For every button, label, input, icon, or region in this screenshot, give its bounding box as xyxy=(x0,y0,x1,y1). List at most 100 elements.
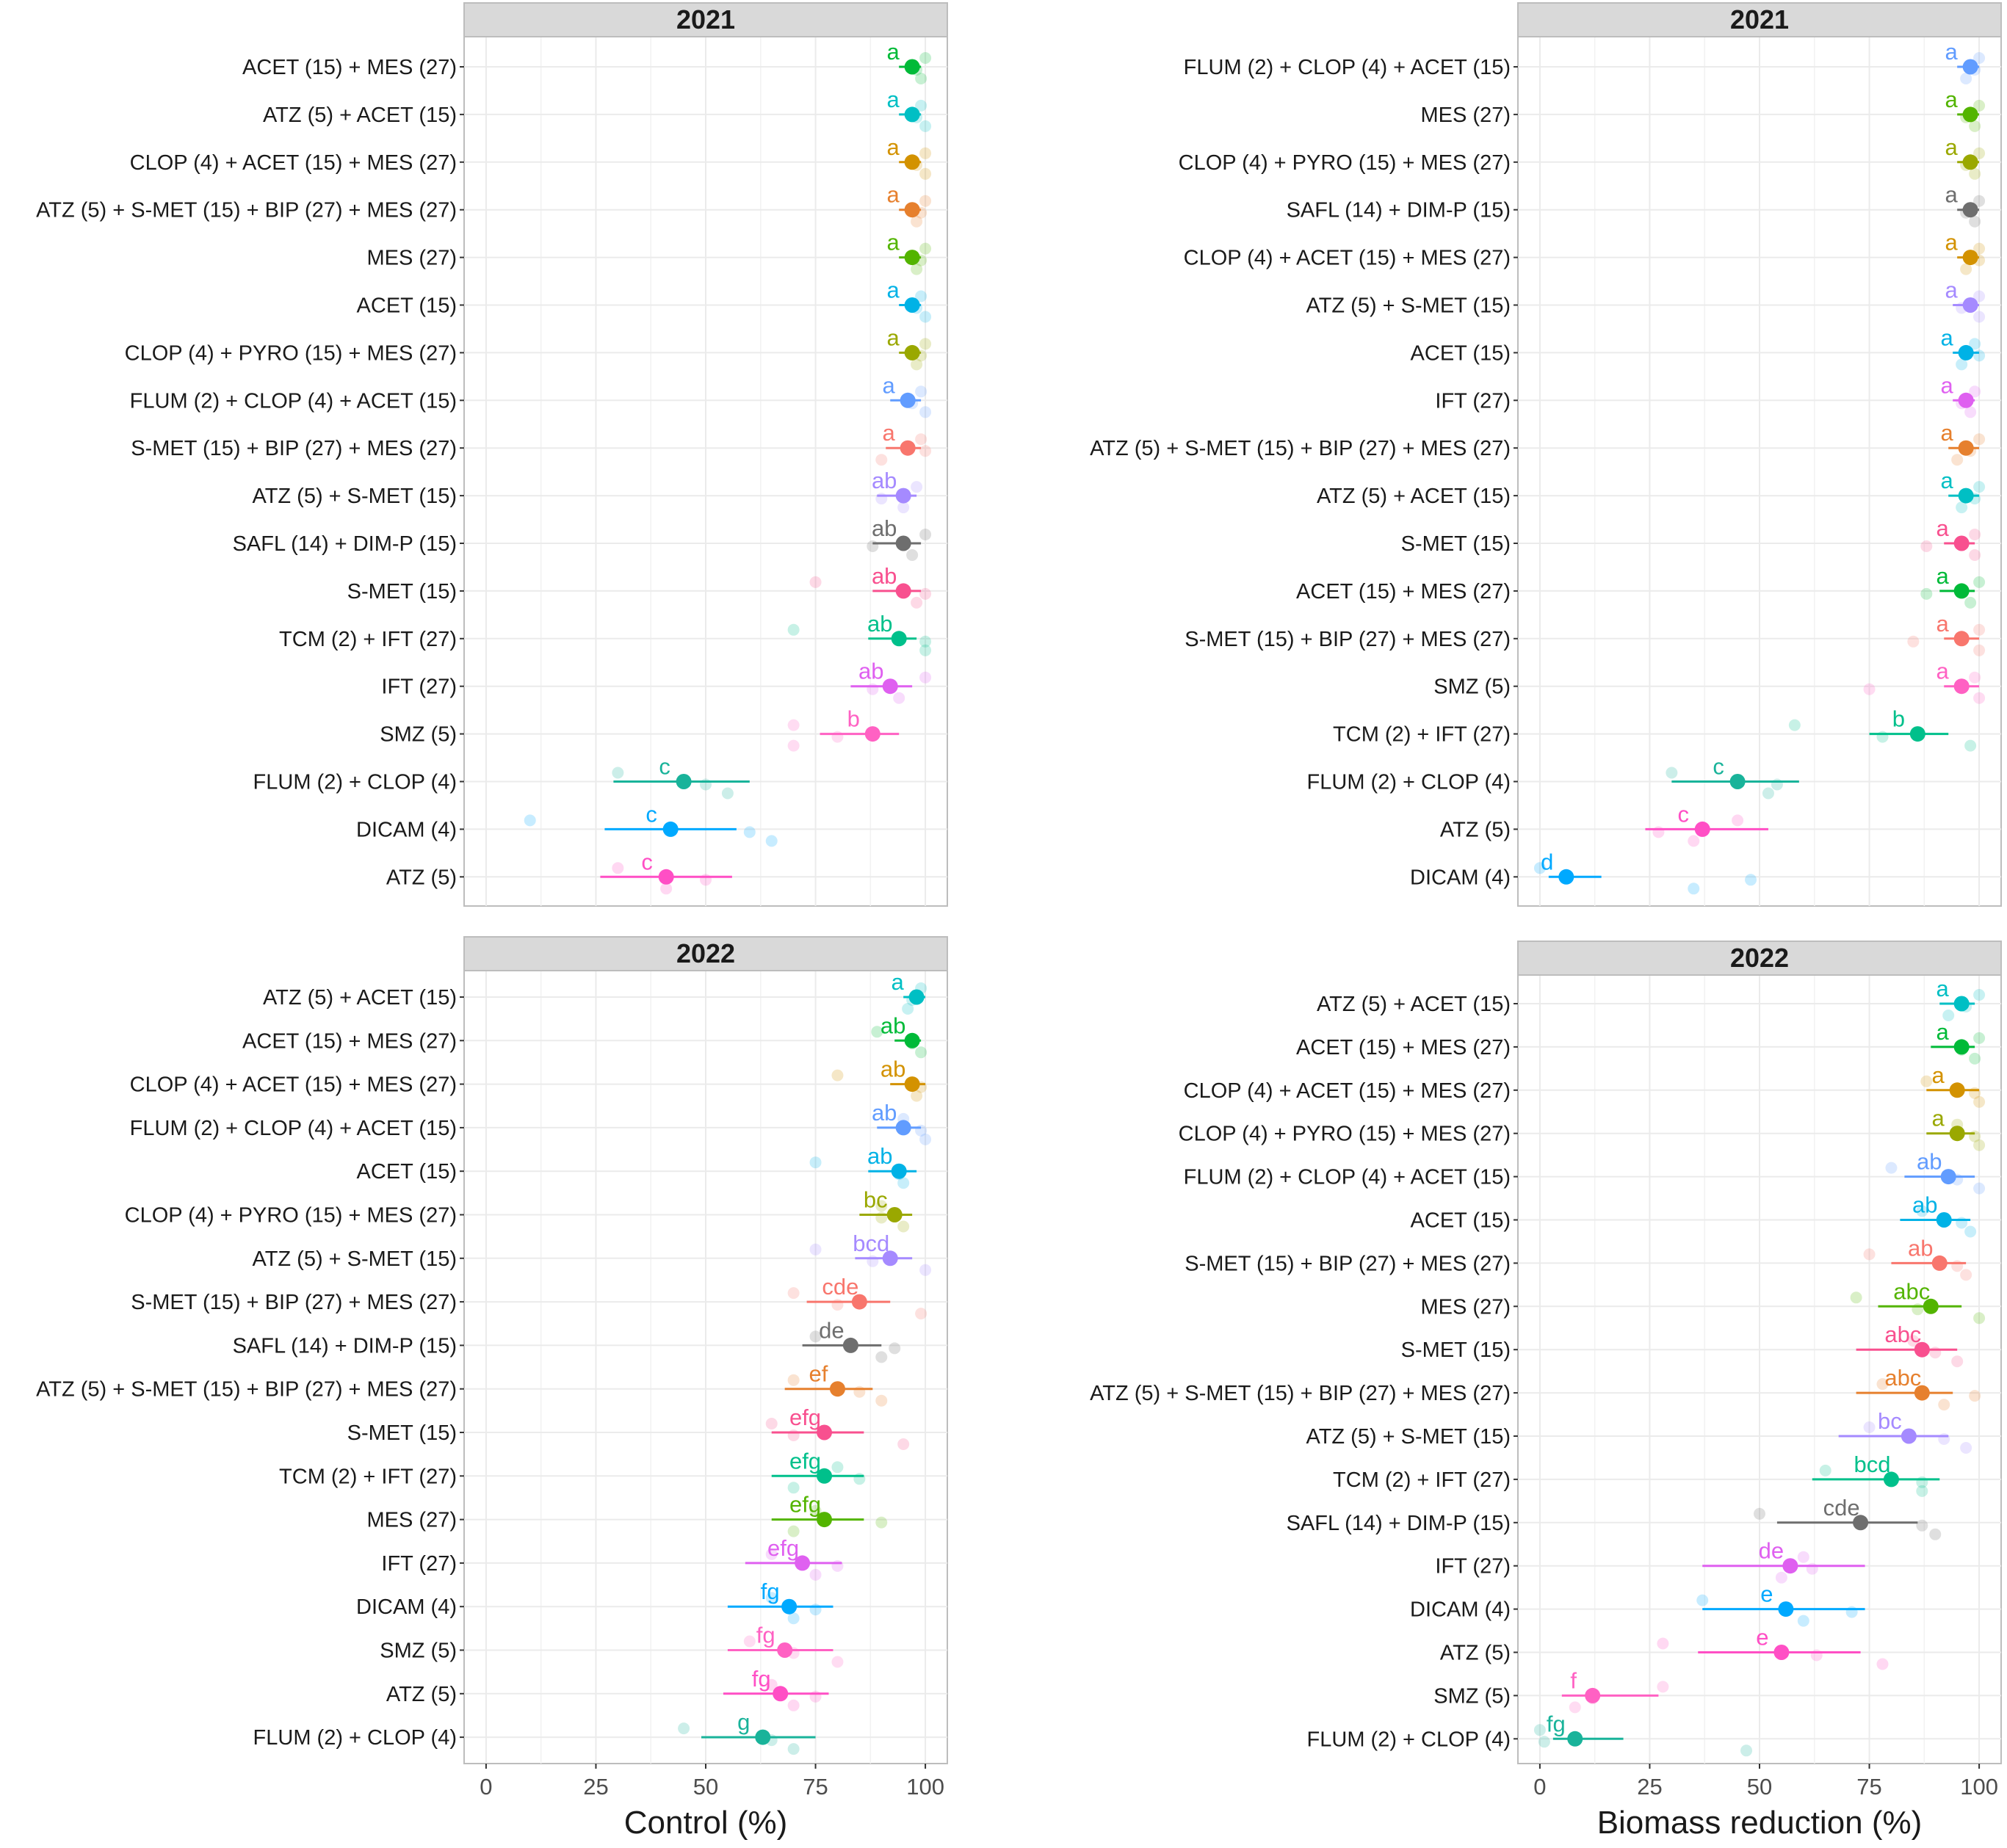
replicate-point xyxy=(1973,433,1986,446)
replicate-point xyxy=(919,644,932,656)
replicate-point xyxy=(1732,814,1744,827)
mean-point xyxy=(895,1120,911,1136)
facet-title: 2022 xyxy=(1730,943,1789,973)
treatment-label: IFT (27) xyxy=(1435,1555,1511,1579)
significance-letter: ab xyxy=(867,611,892,637)
treatment-row: TCM (2) + IFT (27) b xyxy=(1333,706,1977,752)
replicate-point xyxy=(919,445,932,457)
replicate-point xyxy=(1956,1217,1968,1229)
mean-point xyxy=(676,774,692,789)
significance-letter: ab xyxy=(872,515,897,541)
significance-letter: fg xyxy=(1547,1711,1566,1736)
mean-point xyxy=(817,1424,833,1441)
replicate-point xyxy=(919,671,932,684)
replicate-point xyxy=(1533,1724,1546,1736)
replicate-point xyxy=(911,263,923,275)
significance-letter: a xyxy=(1941,372,1954,398)
treatment-row: FLUM (2) + CLOP (4) + ACET (15) a xyxy=(1184,39,1986,84)
treatment-row: ATZ (5) fg xyxy=(386,1666,829,1711)
treatment-row: ACET (15) a xyxy=(1411,325,1986,371)
significance-letter: ab xyxy=(1912,1192,1937,1218)
replicate-point xyxy=(1920,1075,1933,1087)
treatment-row: SMZ (5) a xyxy=(1433,659,1986,704)
significance-letter: de xyxy=(819,1317,844,1343)
treatment-row: SMZ (5) b xyxy=(380,706,900,752)
replicate-point xyxy=(919,147,932,159)
treatment-row: MES (27) a xyxy=(1421,87,1986,132)
replicate-point xyxy=(1916,1205,1928,1217)
replicate-point xyxy=(1657,1637,1669,1650)
treatment-label: ATZ (5) + S-MET (15) + BIP (27) + MES (2… xyxy=(36,199,457,222)
mean-point xyxy=(1567,1731,1583,1747)
significance-letter: a xyxy=(1945,39,1959,65)
treatment-label: CLOP (4) + ACET (15) + MES (27) xyxy=(130,1073,457,1097)
treatment-row: IFT (27) de xyxy=(1435,1538,1865,1584)
replicate-point xyxy=(919,195,932,207)
replicate-point xyxy=(809,1504,822,1517)
replicate-point xyxy=(1788,719,1801,731)
treatment-label: FLUM (2) + CLOP (4) + ACET (15) xyxy=(1184,1166,1511,1189)
replicate-point xyxy=(1920,540,1933,552)
mean-point xyxy=(1958,392,1974,408)
treatment-row: ATZ (5) c xyxy=(1440,801,1768,847)
replicate-point xyxy=(1973,99,1986,112)
significance-letter: c xyxy=(659,754,670,780)
treatment-label: ATZ (5) + S-MET (15) xyxy=(253,1247,458,1271)
significance-letter: a xyxy=(1932,1106,1945,1131)
replicate-point xyxy=(1688,835,1700,847)
replicate-point xyxy=(919,587,932,600)
significance-letter: a xyxy=(1941,420,1954,446)
significance-letter: a xyxy=(1937,659,1950,684)
replicate-point xyxy=(612,862,624,874)
mean-point xyxy=(886,1207,903,1222)
significance-letter: a xyxy=(887,230,900,256)
mean-point xyxy=(1909,726,1925,742)
replicate-point xyxy=(831,1069,844,1081)
treatment-label: ATZ (5) + S-MET (15) + BIP (27) + MES (2… xyxy=(1090,1382,1511,1405)
x-tick-label: 0 xyxy=(1533,1774,1546,1800)
replicate-point xyxy=(1876,1378,1889,1391)
replicate-point xyxy=(1942,1010,1955,1021)
replicate-point xyxy=(1762,787,1774,800)
treatment-label: S-MET (15) + BIP (27) + MES (27) xyxy=(131,437,457,460)
treatment-row: ATZ (5) + S-MET (15) a xyxy=(1306,278,1986,323)
treatment-row: ATZ (5) c xyxy=(386,849,732,895)
replicate-point xyxy=(915,1046,927,1059)
mean-point xyxy=(1953,583,1970,599)
replicate-point xyxy=(787,1743,800,1755)
x-tick-label: 25 xyxy=(1637,1774,1662,1800)
significance-letter: a xyxy=(1945,230,1959,256)
x-tick-label: 100 xyxy=(1960,1774,1998,1800)
x-tick-label: 75 xyxy=(803,1774,828,1800)
replicate-point xyxy=(919,1133,932,1145)
mean-point xyxy=(904,59,920,75)
treatment-row: CLOP (4) + PYRO (15) + MES (27) a xyxy=(1179,134,1986,180)
treatment-label: ATZ (5) + S-MET (15) xyxy=(253,485,458,508)
treatment-row: ATZ (5) + ACET (15) a xyxy=(1317,976,1986,1021)
treatment-label: DICAM (4) xyxy=(356,818,457,841)
replicate-point xyxy=(612,767,624,779)
replicate-point xyxy=(831,1656,844,1668)
significance-letter: efg xyxy=(789,1448,821,1474)
replicate-point xyxy=(875,454,888,466)
replicate-point xyxy=(911,358,923,371)
treatment-row: SAFL (14) + DIM-P (15) a xyxy=(1287,182,1986,228)
replicate-point xyxy=(1912,1303,1924,1316)
significance-letter: a xyxy=(1932,1062,1945,1088)
replicate-point xyxy=(911,596,923,609)
replicate-point xyxy=(1964,1225,1977,1238)
replicate-point xyxy=(1969,671,1981,684)
treatment-label: MES (27) xyxy=(367,247,457,270)
replicate-point xyxy=(809,1604,822,1616)
replicate-point xyxy=(1973,576,1986,588)
x-axis-title: Biomass reduction (%) xyxy=(1597,1805,1923,1841)
treatment-label: IFT (27) xyxy=(381,1552,457,1576)
significance-letter: ab xyxy=(1917,1149,1942,1175)
treatment-row: ACET (15) + MES (27) a xyxy=(242,39,932,84)
treatment-label: FLUM (2) + CLOP (4) xyxy=(253,1726,457,1750)
replicate-point xyxy=(1973,195,1986,207)
treatment-row: CLOP (4) + PYRO (15) + MES (27) a xyxy=(1179,1106,1986,1151)
mean-point xyxy=(891,631,907,647)
treatment-row: SMZ (5) f xyxy=(1433,1667,1669,1714)
